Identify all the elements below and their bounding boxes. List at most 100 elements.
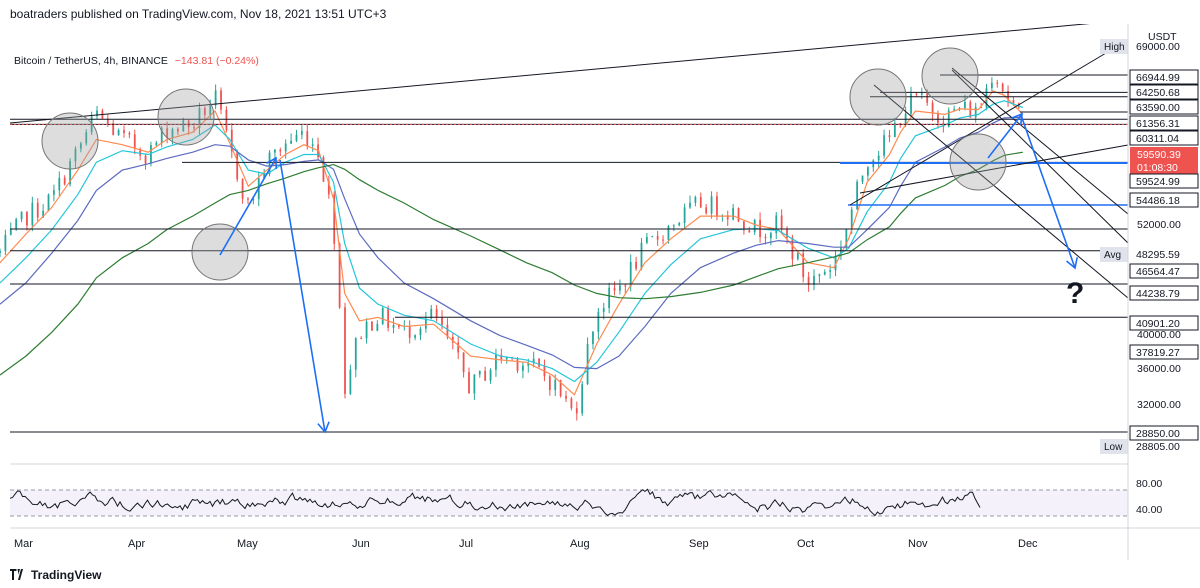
candle-body xyxy=(608,287,611,309)
candle-timer: 01:08:30 xyxy=(1137,162,1178,174)
candle-body xyxy=(473,374,476,394)
candle-body xyxy=(926,93,929,103)
tradingview-logo[interactable]: TradingView xyxy=(10,568,101,582)
current-price-box xyxy=(1130,147,1198,176)
candle-body xyxy=(408,325,411,338)
price-label-value: 44238.79 xyxy=(1136,288,1180,300)
candle-body xyxy=(645,236,648,243)
candle-body xyxy=(268,152,271,174)
price-label-value: 64250.68 xyxy=(1136,87,1180,99)
time-axis-tick: Sep xyxy=(689,538,709,550)
trend-line xyxy=(849,39,1129,206)
candle-body xyxy=(15,219,18,230)
candle-body xyxy=(365,321,368,339)
candle-body xyxy=(193,127,195,129)
candle-body xyxy=(705,207,708,214)
price-label-value: 61356.31 xyxy=(1136,118,1180,130)
candle-body xyxy=(910,93,912,114)
price-label-box xyxy=(1129,84,1199,100)
candle-body xyxy=(0,250,1,253)
blue-arrow-line xyxy=(1021,117,1076,269)
candle-body xyxy=(737,208,740,222)
candle-body xyxy=(678,222,681,226)
candle-body xyxy=(236,151,239,180)
candle-body xyxy=(796,253,799,260)
candle-body xyxy=(953,109,956,111)
highlight-circle xyxy=(849,68,907,126)
candle-body xyxy=(495,354,497,370)
candle-body xyxy=(96,110,98,117)
candle-body xyxy=(845,228,848,248)
candle-body xyxy=(775,215,778,234)
price-label-box xyxy=(1129,192,1199,208)
time-axis-tick: Oct xyxy=(797,538,814,550)
candle-body xyxy=(1001,83,1004,92)
candle-body xyxy=(381,308,384,324)
trend-line xyxy=(873,84,1129,299)
candle-body xyxy=(484,370,487,381)
price-tag-value: 28805.00 xyxy=(1136,441,1180,453)
trend-line xyxy=(951,69,1129,244)
rsi-level-label: 80.00 xyxy=(1136,478,1162,490)
candle-body xyxy=(435,308,438,318)
candle-body xyxy=(753,219,756,233)
candle-body xyxy=(931,102,934,114)
candle-body xyxy=(123,130,125,134)
time-axis-tick: Jun xyxy=(352,538,370,550)
candle-body xyxy=(829,270,832,272)
candle-body xyxy=(457,342,460,353)
candle-body xyxy=(344,307,346,394)
price-tag-bg xyxy=(1100,247,1128,262)
blue-arrow-line xyxy=(279,159,326,433)
candle-body xyxy=(209,105,212,115)
price-tag-value: 69000.00 xyxy=(1136,41,1180,53)
tradingview-brand: TradingView xyxy=(31,568,102,582)
candle-body xyxy=(430,308,433,319)
price-tag-bg xyxy=(1100,439,1128,454)
price-scale-tick: 52000.00 xyxy=(1137,219,1181,231)
time-axis: Mar Apr May Jun Jul Aug Sep Oct Nov Dec xyxy=(10,527,1200,550)
candle-body xyxy=(662,239,664,241)
price-label-box xyxy=(1129,285,1199,301)
candle-body xyxy=(516,358,519,371)
candle-body xyxy=(915,93,918,95)
symbol-name: Bitcoin / TetherUS, 4h, BINANCE xyxy=(14,55,168,67)
candle-body xyxy=(818,274,821,276)
candle-body xyxy=(813,275,815,285)
candle-body xyxy=(689,202,691,208)
candle-body xyxy=(726,215,729,220)
candle-body xyxy=(699,197,702,208)
candlestick-series xyxy=(0,77,1020,421)
publish-header: boatraders published on TradingView.com,… xyxy=(0,0,1200,24)
candle-body xyxy=(414,335,416,338)
candle-body xyxy=(274,149,276,153)
candle-body xyxy=(716,196,718,217)
candle-body xyxy=(683,207,686,223)
candle-body xyxy=(133,134,136,149)
candle-body xyxy=(592,331,594,345)
chart-area[interactable]: ? 80.00 40.00 USDT Avg 48295.59 Low 28805.00 Hi… xyxy=(0,24,1200,564)
candle-body xyxy=(883,135,885,156)
candle-body xyxy=(392,325,395,328)
candle-body xyxy=(58,177,61,191)
candle-body xyxy=(198,108,201,129)
candle-body xyxy=(570,398,573,409)
candle-body xyxy=(322,157,325,182)
candle-body xyxy=(554,379,557,390)
candle-body xyxy=(656,236,659,240)
price-tag-value: 48295.59 xyxy=(1136,249,1180,261)
price-label-value: 60311.04 xyxy=(1136,133,1179,145)
question-mark-annotation: ? xyxy=(1066,277,1084,310)
candle-body xyxy=(74,148,77,162)
candle-body xyxy=(640,242,643,269)
candle-body xyxy=(624,285,627,287)
candle-body xyxy=(79,143,82,149)
candle-body xyxy=(85,132,88,144)
price-chart-svg[interactable]: ? 80.00 40.00 USDT Avg 48295.59 Low 28805.00 Hi… xyxy=(0,24,1200,564)
current-price-value: 59590.39 xyxy=(1137,149,1181,161)
candle-body xyxy=(4,234,7,251)
candle-body xyxy=(290,140,292,144)
time-axis-tick: Nov xyxy=(908,538,928,550)
time-axis-tick: Dec xyxy=(1018,538,1038,550)
candle-body xyxy=(424,318,427,329)
